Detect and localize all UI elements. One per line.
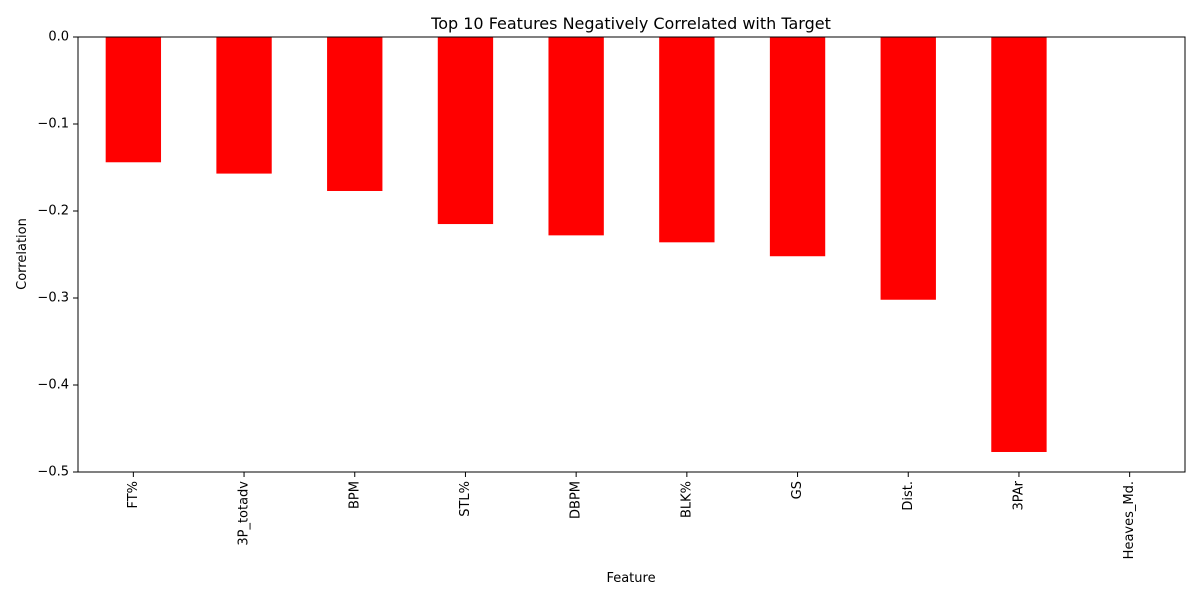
bars-group: [105, 37, 1047, 452]
bar-DBPM: [548, 37, 604, 236]
y-tick-label: −0.2: [37, 204, 69, 219]
y-tick-label: 0.0: [48, 30, 69, 45]
y-tick-label: −0.3: [37, 291, 69, 306]
bar-3P_totadv: [216, 37, 272, 174]
bar-BPM: [327, 37, 383, 191]
y-axis: 0.0 −0.1 −0.2 −0.3 −0.4 −0.5: [37, 30, 78, 480]
bar-3PAr: [991, 37, 1047, 452]
bar-Dist.: [880, 37, 936, 300]
bar-FT%: [105, 37, 162, 163]
bar-BLK%: [659, 37, 715, 243]
x-tick-label: GS: [790, 481, 805, 499]
x-tick-label: 3P_totadv: [237, 481, 252, 546]
x-tick-label: DBPM: [569, 481, 584, 519]
y-axis-label: Correlation: [15, 218, 30, 290]
x-axis: FT% 3P_totadv BPM STL% DBPM BLK% GS Dist. 3PAr He…: [126, 472, 1137, 559]
x-tick-label: BPM: [347, 481, 362, 509]
bar-GS: [769, 37, 826, 257]
x-tick-label: FT%: [126, 481, 141, 509]
x-axis-label: Feature: [606, 571, 655, 586]
y-tick-label: −0.1: [37, 117, 69, 132]
bar-STL%: [437, 37, 494, 225]
x-tick-label: STL%: [458, 481, 473, 517]
x-tick-label: Dist.: [901, 481, 916, 511]
y-tick-label: −0.4: [37, 378, 69, 393]
x-tick-label: Heaves_Md.: [1122, 481, 1137, 559]
plot-area: [77, 36, 1186, 473]
y-tick-label: −0.5: [37, 465, 69, 480]
chart-title: Top 10 Features Negatively Correlated wi…: [430, 14, 831, 33]
plot-frame: [77, 36, 1186, 473]
x-tick-label: 3PAr: [1011, 480, 1026, 510]
x-tick-label: BLK%: [679, 481, 694, 518]
